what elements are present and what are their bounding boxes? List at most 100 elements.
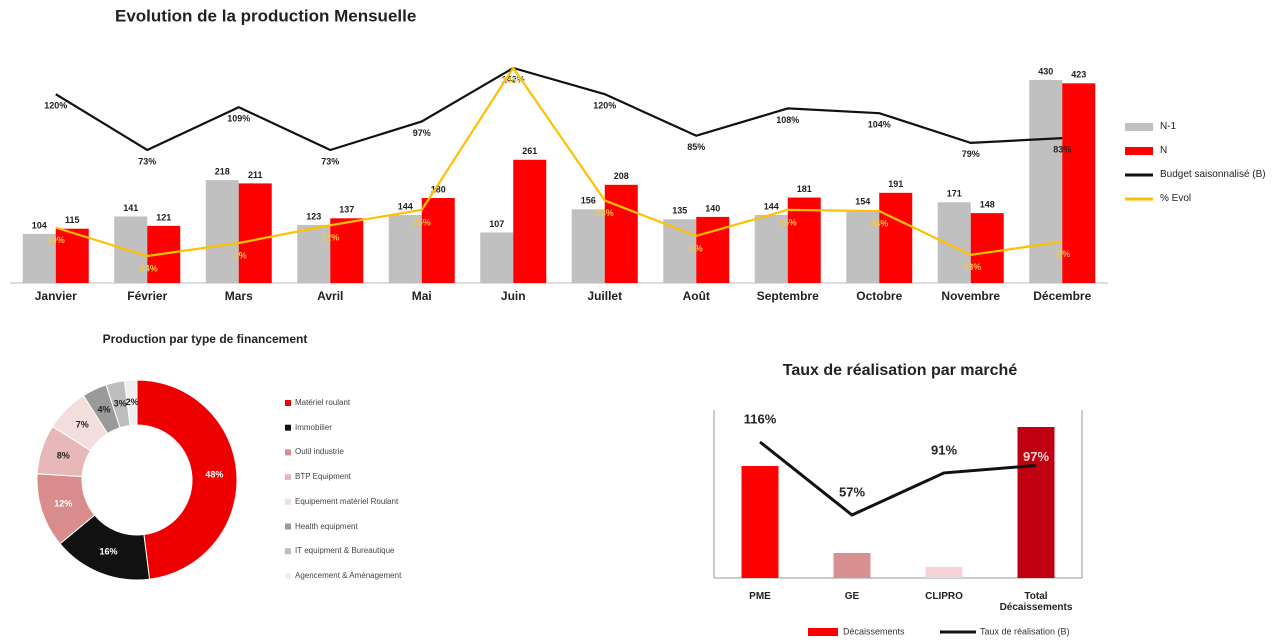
bar <box>55 228 89 283</box>
legend-swatch <box>285 424 291 431</box>
bar <box>330 218 364 283</box>
bar-value-label: 121 <box>156 212 171 222</box>
chart-title: Production par type de financement <box>103 332 308 346</box>
bar-value-label: 141 <box>123 203 138 213</box>
legend-swatch <box>285 523 291 530</box>
line-value-label: 120% <box>593 101 616 111</box>
bar-value-label: 148 <box>980 200 995 210</box>
bar <box>297 224 331 283</box>
line-value-label: 83% <box>1053 144 1071 154</box>
legend-swatch <box>1125 123 1153 131</box>
bar <box>1029 80 1063 283</box>
legend-label: Equipement matériel Roulant <box>295 496 399 506</box>
bar <box>754 215 788 283</box>
bar-value-label: 181 <box>797 184 812 194</box>
bar <box>741 466 779 578</box>
bar <box>513 159 547 283</box>
x-tick-label: Mars <box>225 289 253 303</box>
line-value-label: 73% <box>321 156 339 166</box>
slice-label: 3% <box>114 399 127 409</box>
slice-label: 12% <box>54 498 72 508</box>
line-value-label: 12% <box>321 233 339 243</box>
bar <box>925 567 963 578</box>
x-tick-label: GE <box>844 591 860 602</box>
legend-label: Immobilier <box>295 422 332 432</box>
bar-value-label: 135 <box>672 206 687 216</box>
line <box>759 440 1037 517</box>
x-tick-label: Janvier <box>35 289 77 303</box>
bar <box>787 197 821 283</box>
line-value-label: -2% <box>1054 249 1070 259</box>
legend-label: Taux de réalisation (B) <box>980 626 1070 636</box>
legend-swatch <box>285 572 291 579</box>
slice-label: 16% <box>99 546 117 556</box>
x-tick-label: Août <box>683 289 710 303</box>
bar-value-label: 144 <box>398 201 413 211</box>
slice-label: 4% <box>97 404 110 414</box>
bar <box>421 198 455 283</box>
x-tick-label: PME <box>749 591 771 602</box>
line-value-label: 3% <box>690 243 703 253</box>
bar <box>1062 83 1096 283</box>
x-tick-label: CLIPRO <box>925 591 963 602</box>
bar-value-label: 156 <box>581 196 596 206</box>
line-value-label: 108% <box>776 115 799 125</box>
bar <box>846 210 880 283</box>
bar <box>571 209 605 283</box>
line-value-label: -3% <box>231 250 247 260</box>
slice-label: 7% <box>76 420 89 430</box>
slice-label: 2% <box>126 397 139 407</box>
bar <box>114 216 148 283</box>
bar <box>480 232 514 283</box>
bar-value-label: 115 <box>65 215 80 225</box>
line-value-label: 142% <box>502 74 525 84</box>
bar-value-label: 140 <box>705 203 720 213</box>
bar-value-label: 261 <box>522 146 537 156</box>
line-value-label: 73% <box>138 156 156 166</box>
bar-value-label: 218 <box>215 166 230 176</box>
legend-swatch <box>808 628 838 636</box>
line-value-label: -14% <box>137 263 158 273</box>
line-value-label: 24% <box>870 218 888 228</box>
legend-swatch <box>285 474 291 481</box>
line-value-label: 109% <box>227 114 250 124</box>
line-value-label: 79% <box>962 149 980 159</box>
bar <box>970 213 1004 283</box>
legend-label: Matériel roulant <box>295 398 351 407</box>
legend-label: BTP Equipment <box>295 472 351 482</box>
legend-swatch <box>1125 147 1153 155</box>
x-tick-label: Juillet <box>587 289 622 303</box>
donut-slice <box>123 379 138 426</box>
line-value-label: 57% <box>839 484 865 499</box>
slice-label: 48% <box>205 470 223 480</box>
bar-value-label: 211 <box>248 170 263 180</box>
line-value-label: 10% <box>47 235 65 245</box>
bar-value-label: 154 <box>855 197 870 207</box>
bar <box>1017 427 1055 578</box>
chart-title: Evolution de la production Mensuelle <box>115 6 416 25</box>
line <box>55 66 1063 258</box>
legend-label: Agencement & Aménagement <box>295 570 402 580</box>
line-value-label: 25% <box>413 217 431 227</box>
x-tick-label: Avril <box>317 289 343 303</box>
x-tick-label: Février <box>127 289 167 303</box>
bar-value-label: 208 <box>614 171 629 181</box>
bar <box>604 184 638 283</box>
x-tick-label: Juin <box>501 289 526 303</box>
bar <box>833 553 871 578</box>
donut-slice <box>136 379 238 580</box>
slice-label: 8% <box>57 450 70 460</box>
legend-label: Health equipment <box>295 521 358 531</box>
x-tick-label: Total Décaissements <box>999 591 1073 613</box>
legend-label: % Evol <box>1160 193 1192 204</box>
legend-label: Décaissements <box>843 626 905 636</box>
line-value-label: 91% <box>931 442 957 457</box>
line-value-label: 120% <box>44 101 67 111</box>
bar-value-label: 104 <box>32 220 47 230</box>
line-value-label: 104% <box>868 120 891 130</box>
chart-title: Taux de réalisation par marché <box>783 362 1018 379</box>
line <box>55 66 1063 152</box>
line-value-label: 145% <box>502 75 525 85</box>
